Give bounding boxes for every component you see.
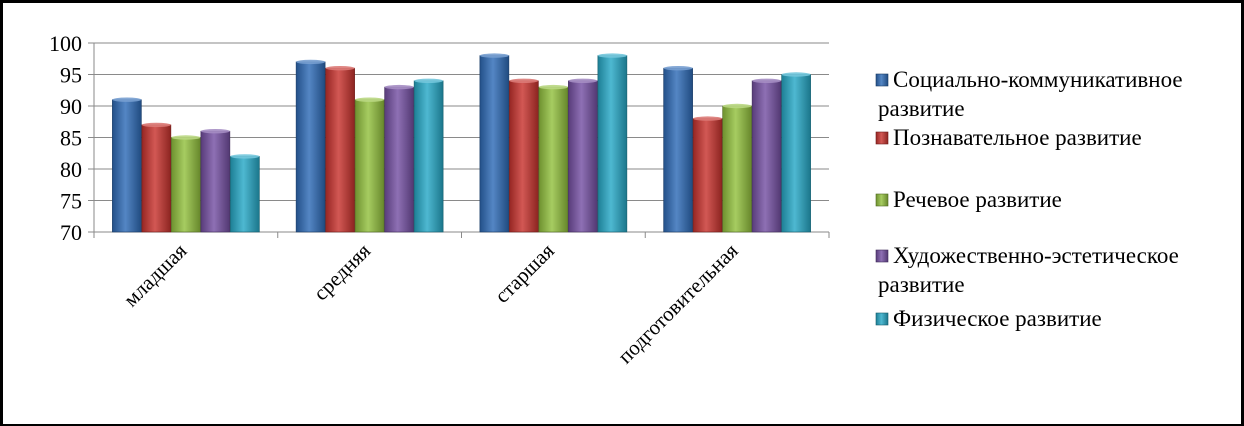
bar-top <box>752 78 782 84</box>
bar <box>112 99 142 233</box>
bar-top <box>479 53 509 58</box>
legend-swatch <box>875 249 889 263</box>
category-label: средняя <box>309 238 376 305</box>
y-tick-label: 75 <box>60 189 82 214</box>
bar-top <box>325 66 355 71</box>
legend-item: Познавательное развитие <box>875 125 1142 150</box>
bar <box>509 80 539 233</box>
bar-top <box>112 97 142 102</box>
bar-top <box>200 129 230 134</box>
bar <box>568 80 598 233</box>
bar-top <box>141 122 171 128</box>
bar-top <box>230 154 260 159</box>
legend-item: Речевое развитие <box>875 187 1062 212</box>
bar <box>295 61 326 233</box>
legend-label: развитие <box>878 272 965 297</box>
bar <box>230 156 260 233</box>
bar <box>781 74 811 233</box>
category-label: старшая <box>490 238 559 307</box>
y-tick-label: 90 <box>60 94 82 119</box>
y-tick-label: 95 <box>60 63 82 88</box>
bar-top <box>663 66 693 71</box>
legend-swatch <box>875 73 889 87</box>
bar <box>692 118 723 233</box>
legend-item: Художественно-эстетическое развитие <box>875 243 1179 297</box>
legend-label: Физическое развитие <box>893 306 1102 331</box>
legend-swatch <box>875 131 889 145</box>
y-tick-label: 100 <box>49 31 82 56</box>
bar-top <box>509 78 539 84</box>
legend-label: Художественно-эстетическое <box>893 243 1179 268</box>
bar <box>663 67 693 233</box>
legend-item: Физическое развитие <box>875 306 1102 331</box>
bar <box>171 137 201 233</box>
bar-top <box>355 97 385 102</box>
legend-label: Познавательное развитие <box>893 125 1142 150</box>
bar <box>325 67 355 233</box>
bar-top <box>781 72 811 77</box>
bar-top <box>597 53 627 58</box>
bar <box>722 105 752 233</box>
legend-label: Социально-коммуникативное <box>893 67 1183 92</box>
bar <box>354 99 385 233</box>
bar <box>538 86 569 233</box>
bar <box>141 124 172 233</box>
legend-label: Речевое развитие <box>893 187 1062 212</box>
bar <box>413 80 444 233</box>
y-tick-label: 70 <box>60 220 82 245</box>
legend-label: развитие <box>878 96 965 121</box>
bar <box>384 86 414 233</box>
bar-top <box>171 135 201 140</box>
bar-top <box>722 103 752 109</box>
legend-swatch <box>875 193 889 207</box>
category-labels: младшая средняя старшая подготовительная <box>119 238 743 368</box>
bar-top <box>568 78 598 84</box>
bar-top <box>693 116 723 121</box>
bar-top <box>538 84 568 90</box>
category-label: младшая <box>119 238 192 311</box>
bars <box>112 53 811 233</box>
bar <box>479 55 510 233</box>
legend-item: Социально-коммуникативное развитие <box>875 67 1183 121</box>
y-tick-label: 80 <box>60 157 82 182</box>
bar-top <box>296 59 326 65</box>
bar-top <box>414 78 444 84</box>
legend-swatch <box>875 312 889 326</box>
bar <box>597 55 628 233</box>
legend: Социально-коммуникативное развитие Познава… <box>875 67 1183 331</box>
category-label: подготовительная <box>613 238 743 368</box>
bar-top <box>384 84 414 90</box>
bar <box>200 130 231 233</box>
bar <box>751 80 782 233</box>
y-tick-label: 85 <box>60 126 82 151</box>
